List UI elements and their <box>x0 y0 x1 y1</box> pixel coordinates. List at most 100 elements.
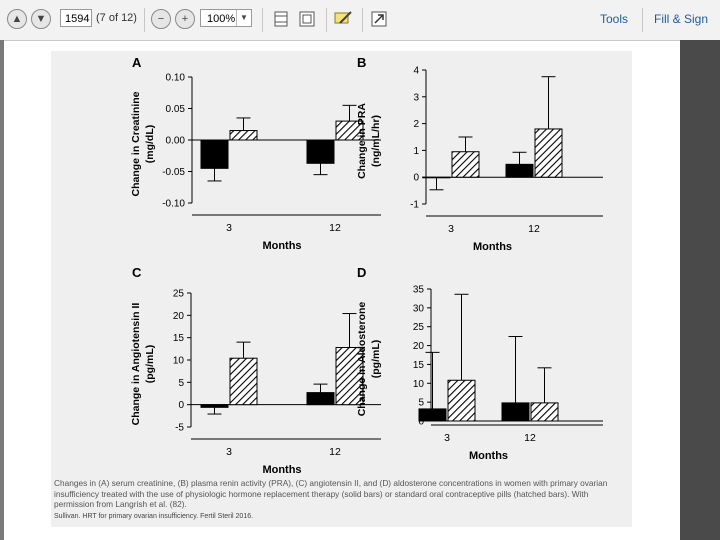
figure-source: Sullivan. HRT for primary ovarian insuff… <box>54 513 254 520</box>
page-number-input[interactable]: 1594 <box>60 9 92 27</box>
figure-image: A 0.10 0.05 0.00 -0.05 -0.10 3 12 Months Change i… <box>51 51 632 527</box>
x-axis-label: Months <box>262 240 301 252</box>
hatched-bar <box>530 402 559 422</box>
y-tick-label: 5 <box>418 398 424 409</box>
comment-button[interactable] <box>332 8 354 30</box>
y-axis-label: Change in Aldosterone <box>356 302 368 417</box>
comment-pencil-icon <box>334 11 352 24</box>
plus-icon: + <box>175 9 195 29</box>
y-tick-label: -1 <box>410 200 419 211</box>
x-axis-label: Months <box>473 241 512 253</box>
zoom-out-button[interactable]: − <box>150 8 172 30</box>
y-tick-label: 15 <box>413 360 425 371</box>
y-tick-label: 10 <box>413 379 425 390</box>
y-tick-label: 35 <box>413 285 425 296</box>
y-tick-label: 30 <box>413 303 425 314</box>
hatched-bar <box>451 151 480 178</box>
y-tick-label: 15 <box>173 333 185 344</box>
toolbar-divider <box>362 8 363 32</box>
y-tick-label: 20 <box>413 341 425 352</box>
y-tick-label: 0.00 <box>166 136 186 147</box>
solid-bar <box>200 404 229 408</box>
pdf-toolbar: ▲ ▼ 1594 (7 of 12) − + 100% ▼ Tools Fill… <box>0 0 720 41</box>
hatched-bar <box>229 130 258 141</box>
x-tick-label: 12 <box>524 432 536 444</box>
x-tick-label: 3 <box>226 446 232 458</box>
x-axis-label: Months <box>262 464 301 476</box>
y-axis-label: Change in Angiotensin II <box>130 303 142 426</box>
solid-bar <box>422 176 451 179</box>
x-tick-label: 12 <box>329 222 341 234</box>
panel-letter: A <box>132 55 142 70</box>
solid-bar <box>200 139 229 169</box>
y-axis-label: Change in Creatinine <box>130 91 142 196</box>
y-tick-label: 1 <box>413 146 419 157</box>
figure-caption: Changes in (A) serum creatinine, (B) pla… <box>54 478 608 509</box>
arrow-up-icon: ▲ <box>7 9 27 29</box>
right-pane <box>680 40 720 540</box>
expand-button[interactable] <box>368 8 390 30</box>
full-screen-icon <box>299 11 315 27</box>
x-axis-label: Months <box>469 450 508 462</box>
y-tick-label: 25 <box>413 322 425 333</box>
hatched-bar <box>335 346 364 406</box>
y-tick-label: 3 <box>413 92 419 103</box>
toolbar-divider <box>642 8 643 32</box>
y-tick-label: 0.10 <box>166 73 186 84</box>
y-tick-label: 2 <box>413 119 419 130</box>
zoom-select[interactable]: 100% ▼ <box>200 9 252 27</box>
left-panel-edge <box>0 40 4 540</box>
zoom-in-button[interactable]: + <box>174 8 196 30</box>
y-tick-label: 10 <box>173 356 185 367</box>
page-up-button[interactable]: ▲ <box>6 8 28 30</box>
expand-arrow-icon <box>371 11 387 27</box>
y-axis-label-unit: (pg/mL) <box>144 345 156 384</box>
panel-letter: B <box>357 55 366 70</box>
y-tick-label: 0 <box>178 400 184 411</box>
y-axis-label-unit: (ng/mL/hr) <box>370 115 382 167</box>
x-tick-label: 3 <box>448 223 454 235</box>
toolbar-divider <box>144 8 145 32</box>
solid-bar <box>501 402 530 422</box>
solid-bar <box>418 408 447 422</box>
y-axis-label-unit: (pg/mL) <box>370 340 382 379</box>
y-tick-label: 20 <box>173 311 185 322</box>
y-tick-label: 0.05 <box>166 104 186 115</box>
x-tick-label: 12 <box>528 223 540 235</box>
page-down-button[interactable]: ▼ <box>30 8 52 30</box>
solid-bar <box>306 392 335 406</box>
y-tick-label: 5 <box>178 378 184 389</box>
zoom-level: 100% <box>207 13 236 25</box>
fill-sign-button[interactable]: Fill & Sign <box>654 12 709 26</box>
tools-button[interactable]: Tools <box>600 12 629 26</box>
chevron-down-icon: ▼ <box>236 10 251 26</box>
toolbar-divider <box>326 8 327 32</box>
y-tick-label: -5 <box>175 423 184 434</box>
x-tick-label: 12 <box>329 446 341 458</box>
toolbar-divider <box>262 8 263 32</box>
y-tick-label: 4 <box>413 66 419 77</box>
fit-page-icon <box>274 11 288 27</box>
solid-bar <box>505 163 534 178</box>
y-tick-label: 0 <box>413 173 419 184</box>
y-tick-label: 0 <box>418 417 424 428</box>
y-tick-label: 25 <box>173 289 185 300</box>
y-tick-label: -0.10 <box>162 199 185 210</box>
panel-letter: C <box>132 265 142 280</box>
panel-letter: D <box>357 265 366 280</box>
page-count: (7 of 12) <box>96 12 137 24</box>
minus-icon: − <box>151 9 171 29</box>
y-axis-label: Change in PRA <box>356 103 368 179</box>
hatched-bar <box>447 379 476 422</box>
full-screen-button[interactable] <box>296 8 318 30</box>
y-tick-label: -0.05 <box>162 167 185 178</box>
hatched-bar <box>229 357 258 406</box>
hatched-bar <box>534 128 563 178</box>
y-axis-label-unit: (mg/dL) <box>144 125 156 164</box>
x-tick-label: 3 <box>444 432 450 444</box>
arrow-down-icon: ▼ <box>31 9 51 29</box>
solid-bar <box>306 139 335 164</box>
x-tick-label: 3 <box>226 222 232 234</box>
fit-page-button[interactable] <box>270 8 292 30</box>
